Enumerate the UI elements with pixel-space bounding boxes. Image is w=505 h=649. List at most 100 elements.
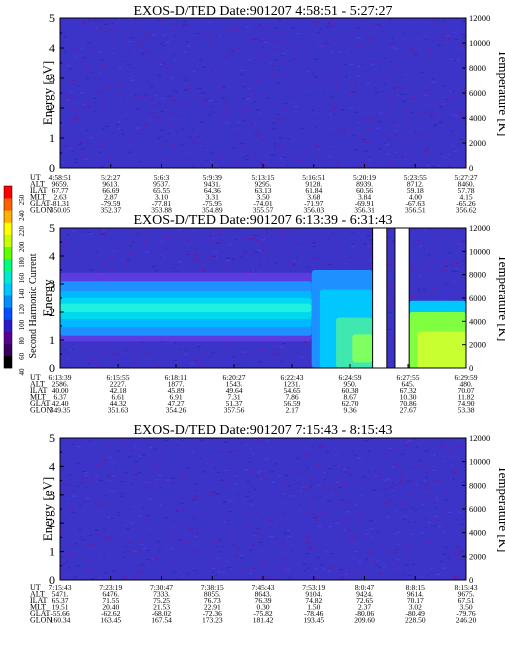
heatmap-speck xyxy=(384,549,388,551)
heatmap-speck xyxy=(119,480,124,483)
heatmap-speck xyxy=(183,51,187,53)
heatmap-speck xyxy=(410,89,412,91)
heatmap-speck xyxy=(185,572,189,574)
heatmap-speck xyxy=(440,445,445,447)
heatmap-speck xyxy=(125,550,131,552)
heatmap-speck xyxy=(340,130,343,132)
heatmap-speck xyxy=(302,563,307,565)
heatmap-speck xyxy=(192,165,194,167)
heatmap-speck xyxy=(109,256,114,258)
heatmap-speck xyxy=(262,28,267,31)
heatmap-speck xyxy=(192,128,195,130)
heatmap-speck xyxy=(390,297,395,299)
heatmap-speck xyxy=(219,110,222,113)
heatmap-speck xyxy=(279,147,285,149)
heatmap-speck xyxy=(183,20,187,22)
heatmap-speck xyxy=(115,465,118,467)
heatmap-speck xyxy=(321,511,326,513)
heatmap-speck xyxy=(264,237,266,239)
heatmap-speck xyxy=(430,111,433,113)
heatmap-speck xyxy=(451,478,455,480)
heatmap-speck xyxy=(259,39,263,42)
heatmap-speck xyxy=(350,245,355,247)
heatmap-speck xyxy=(141,45,144,47)
heatmap-speck xyxy=(389,43,394,45)
heatmap-speck xyxy=(90,578,95,580)
heatmap-speck xyxy=(183,350,189,353)
heatmap-speck xyxy=(412,164,416,166)
heatmap-speck xyxy=(85,103,88,105)
heatmap-speck xyxy=(97,449,100,451)
heatmap-speck xyxy=(114,366,119,368)
heatmap-speck xyxy=(193,257,198,259)
heatmap-speck xyxy=(388,327,391,330)
heatmap-speck xyxy=(121,129,123,131)
heatmap-speck xyxy=(138,549,142,551)
heatmap-speck xyxy=(357,561,362,563)
heatmap-speck xyxy=(112,250,116,252)
heatmap-speck xyxy=(330,114,333,116)
heatmap-speck xyxy=(61,562,66,564)
heatmap-speck xyxy=(297,159,302,161)
heatmap-speck xyxy=(309,486,312,488)
heatmap-speck xyxy=(320,119,323,121)
heatmap-speck xyxy=(246,90,249,92)
heatmap-speck xyxy=(407,521,410,523)
heatmap-speck xyxy=(141,454,146,457)
heatmap-speck xyxy=(85,77,90,79)
heatmap-speck xyxy=(131,37,135,39)
heatmap-speck xyxy=(241,69,244,72)
heatmap-speck xyxy=(379,112,384,114)
heatmap-speck xyxy=(427,254,431,256)
heatmap-speck xyxy=(275,537,279,539)
heatmap-speck xyxy=(335,440,337,442)
heatmap-speck xyxy=(437,44,442,46)
heatmap-speck xyxy=(124,441,127,443)
heatmap-speck xyxy=(96,27,99,29)
heatmap-speck xyxy=(115,123,119,125)
heatmap-speck xyxy=(453,262,458,264)
heatmap-speck xyxy=(93,97,97,99)
heatmap-speck xyxy=(375,127,379,129)
heatmap-speck xyxy=(440,137,442,139)
heatmap-speck xyxy=(416,296,419,298)
heatmap-speck xyxy=(137,571,141,573)
heatmap-speck xyxy=(151,465,155,467)
heatmap-speck xyxy=(431,287,434,289)
heatmap-speck xyxy=(332,40,335,42)
heatmap-speck xyxy=(175,444,178,446)
heatmap-speck xyxy=(328,526,332,528)
heatmap-speck xyxy=(246,480,250,482)
heatmap-speck xyxy=(261,462,266,464)
heatmap-speck xyxy=(463,246,466,248)
heatmap-speck xyxy=(213,255,216,257)
heatmap-speck xyxy=(307,563,312,565)
heatmap-speck xyxy=(447,153,451,156)
heatmap-speck xyxy=(207,345,209,347)
heatmap-speck xyxy=(393,569,396,571)
heatmap-speck xyxy=(280,558,285,560)
table-cell: -55.66 xyxy=(50,609,70,618)
heatmap-speck xyxy=(317,158,319,160)
heatmap-speck xyxy=(382,565,386,568)
heatmap-speck xyxy=(312,241,318,243)
heatmap-speck xyxy=(287,529,291,531)
y2-tick-label: 12000 xyxy=(469,223,490,233)
heatmap-speck xyxy=(441,102,444,104)
heatmap-speck xyxy=(145,94,148,96)
heatmap-speck xyxy=(298,472,304,474)
heatmap-speck xyxy=(112,570,116,572)
heatmap-speck xyxy=(278,69,281,71)
heatmap-speck xyxy=(169,77,173,79)
heatmap-speck xyxy=(145,33,148,35)
heatmap-speck xyxy=(405,444,410,446)
heatmap-speck xyxy=(344,484,348,486)
heatmap-speck xyxy=(449,438,452,440)
heatmap-speck xyxy=(366,30,370,32)
heatmap-speck xyxy=(221,450,225,453)
row-label: ILAT xyxy=(30,186,47,195)
heatmap-speck xyxy=(225,122,229,124)
heatmap-speck xyxy=(348,91,354,93)
y2-axis-label: Temperature [K] xyxy=(496,255,505,342)
heatmap-speck xyxy=(323,472,327,474)
